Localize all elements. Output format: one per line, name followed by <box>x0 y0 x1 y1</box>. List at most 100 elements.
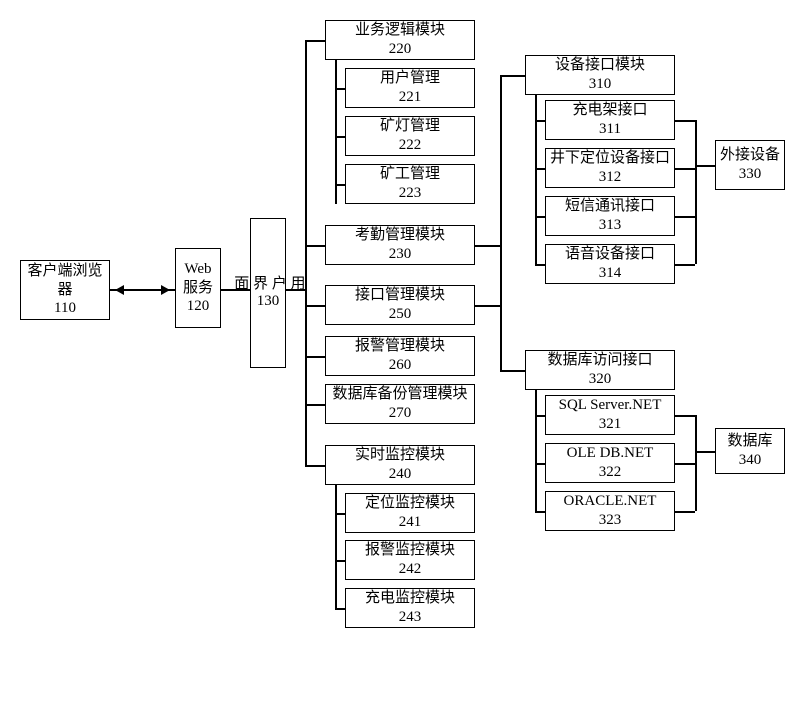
node-if_mgmt: 接口管理模块250 <box>325 285 475 325</box>
connector-line <box>535 168 545 170</box>
node-label: 短信通讯接口 <box>565 197 655 216</box>
node-dev_if: 设备接口模块310 <box>525 55 675 95</box>
connector-line <box>675 415 695 417</box>
connector-line <box>675 264 695 266</box>
node-alarm_mon: 报警监控模块242 <box>345 540 475 580</box>
node-rt_mon: 实时监控模块240 <box>325 445 475 485</box>
connector-line <box>500 370 525 372</box>
connector-line <box>535 415 545 417</box>
connector-line <box>500 75 502 370</box>
node-number: 223 <box>399 184 422 203</box>
connector-line <box>335 184 345 186</box>
connector-line <box>535 120 545 122</box>
node-label: 设备接口模块 <box>555 56 645 75</box>
node-number: 323 <box>599 511 622 530</box>
node-attend: 考勤管理模块230 <box>325 225 475 265</box>
node-label: 用户管理 <box>380 69 440 88</box>
connector-line <box>286 289 305 291</box>
node-db_if: 数据库访问接口320 <box>525 350 675 390</box>
node-label: 客户端浏览器 <box>21 262 109 300</box>
connector-line <box>305 40 307 465</box>
node-number: 320 <box>589 370 612 389</box>
node-ole_net: OLE DB.NET322 <box>545 443 675 483</box>
node-label: 定位监控模块 <box>365 494 455 513</box>
connector-line <box>500 75 525 77</box>
connector-line <box>675 463 695 465</box>
node-label: 充电架接口 <box>572 101 647 120</box>
node-label: 充电监控模块 <box>365 589 455 608</box>
node-number: 120 <box>187 297 210 316</box>
node-label: SQL Server.NET <box>559 396 662 415</box>
node-label: 数据库备份管理模块 <box>332 385 467 404</box>
connector-line <box>695 451 715 453</box>
node-number: 311 <box>599 120 621 139</box>
connector-line <box>535 264 545 266</box>
node-number: 250 <box>389 305 412 324</box>
node-label: Web服务 <box>183 260 213 298</box>
connector-line <box>335 485 337 608</box>
node-label: 数据库访问接口 <box>547 351 652 370</box>
node-db: 数据库340 <box>715 428 785 474</box>
node-ora_net: ORACLE.NET323 <box>545 491 675 531</box>
connector-line <box>335 513 345 515</box>
node-label: 考勤管理模块 <box>355 226 445 245</box>
node-number: 241 <box>399 513 422 532</box>
connector-line <box>221 289 250 291</box>
connector-line <box>335 608 345 610</box>
connector-line <box>675 120 695 122</box>
node-web: Web服务120 <box>175 248 221 328</box>
node-miner_mgmt: 矿工管理223 <box>345 164 475 204</box>
node-number: 340 <box>739 451 762 470</box>
node-number: 330 <box>739 165 762 184</box>
node-sql_net: SQL Server.NET321 <box>545 395 675 435</box>
connector-line <box>305 404 325 406</box>
node-label: 井下定位设备接口 <box>550 149 670 168</box>
node-label: 语音设备接口 <box>565 245 655 264</box>
connector-line <box>535 216 545 218</box>
node-rack_if: 充电架接口311 <box>545 100 675 140</box>
node-label: 矿灯管理 <box>380 117 440 136</box>
node-number: 230 <box>389 245 412 264</box>
node-chg_mon: 充电监控模块243 <box>345 588 475 628</box>
node-number: 313 <box>599 216 622 235</box>
node-number: 242 <box>399 560 422 579</box>
connector-line <box>305 40 325 42</box>
bidirectional-arrow <box>116 289 169 291</box>
node-label: 外接设备 <box>720 146 780 165</box>
connector-line <box>475 305 500 307</box>
connector-line <box>335 136 345 138</box>
connector-line <box>335 88 345 90</box>
node-label: ORACLE.NET <box>564 492 657 511</box>
node-biz: 业务逻辑模块220 <box>325 20 475 60</box>
node-ext_dev: 外接设备330 <box>715 140 785 190</box>
diagram-canvas: 客户端浏览器110 Web服务120 用户界面130 业务逻辑模块220 用户管理221… <box>0 0 800 702</box>
node-number: 240 <box>389 465 412 484</box>
node-sms_if: 短信通讯接口313 <box>545 196 675 236</box>
connector-line <box>305 356 325 358</box>
connector-line <box>535 390 537 511</box>
connector-line <box>695 165 715 167</box>
connector-line <box>675 511 695 513</box>
connector-line <box>305 245 325 247</box>
connector-line <box>305 305 325 307</box>
connector-line <box>535 463 545 465</box>
connector-line <box>305 465 325 467</box>
connector-line <box>695 120 697 264</box>
node-number: 310 <box>589 75 612 94</box>
node-label: 接口管理模块 <box>355 286 445 305</box>
connector-line <box>675 168 695 170</box>
connector-line <box>335 60 337 204</box>
node-number: 110 <box>54 299 76 318</box>
node-number: 322 <box>599 463 622 482</box>
node-user_mgmt: 用户管理221 <box>345 68 475 108</box>
connector-line <box>535 511 545 513</box>
node-label: 矿工管理 <box>380 165 440 184</box>
node-ui: 用户界面130 <box>250 218 286 368</box>
node-loc_if: 井下定位设备接口312 <box>545 148 675 188</box>
node-number: 220 <box>389 40 412 59</box>
node-number: 270 <box>389 404 412 423</box>
connector-line <box>475 245 500 247</box>
node-number: 222 <box>399 136 422 155</box>
node-label: OLE DB.NET <box>567 444 654 463</box>
connector-line <box>675 216 695 218</box>
